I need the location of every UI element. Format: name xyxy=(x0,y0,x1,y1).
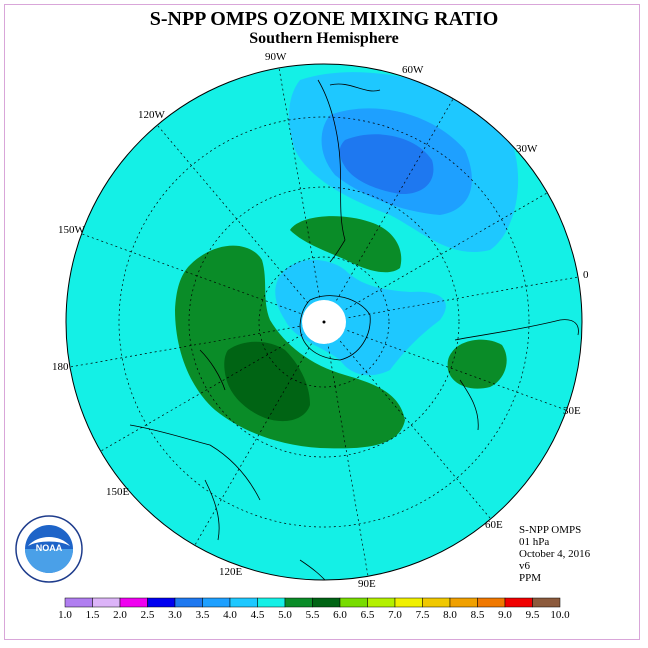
colorbar-tick-label: 7.0 xyxy=(388,609,402,621)
colorbar-swatch xyxy=(229,597,258,608)
lon-label-150w: 150W xyxy=(58,224,86,236)
colorbar-swatch xyxy=(422,597,451,608)
colorbar-tick-label: 7.5 xyxy=(416,609,430,621)
colorbar-swatch xyxy=(477,597,506,608)
contour-5.0-5.5-peninsula xyxy=(290,216,402,273)
lon-label-180: 180 xyxy=(52,361,69,373)
graticule xyxy=(69,67,579,577)
noaa-logo-text: NOAA xyxy=(36,543,63,553)
colorbar-tick-label: 4.0 xyxy=(223,609,237,621)
colorbar-swatch xyxy=(532,597,561,608)
contour-3.0-3.5 xyxy=(339,134,434,195)
colorbar-swatch xyxy=(449,597,478,608)
colorbar-swatch xyxy=(64,597,93,608)
map-subtitle: Southern Hemisphere xyxy=(249,30,399,47)
colorbar-tick-label: 9.0 xyxy=(498,609,512,621)
colorbar-swatch xyxy=(504,597,533,608)
colorbar-swatch xyxy=(147,597,176,608)
lon-label-60e: 60E xyxy=(485,519,503,531)
info-version: v6 xyxy=(519,560,530,572)
colorbar-tick-label: 9.5 xyxy=(526,609,540,621)
colorbar-tick-label: 5.0 xyxy=(278,609,292,621)
lon-label-150e: 150E xyxy=(106,486,130,498)
colorbar-tick-label: 8.5 xyxy=(471,609,485,621)
contour-4.0-4.5-pole xyxy=(275,259,446,376)
colorbar-swatch xyxy=(257,597,286,608)
coastlines xyxy=(129,79,579,580)
info-date: October 4, 2016 xyxy=(519,548,591,560)
lon-label-60w: 60W xyxy=(402,64,424,76)
colorbar-swatch xyxy=(312,597,341,608)
lon-label-120e: 120E xyxy=(219,566,243,578)
colorbar-tick-label: 3.5 xyxy=(196,609,210,621)
colorbar-swatch xyxy=(284,597,313,608)
lon-label-30w: 30W xyxy=(516,143,538,155)
colorbar-tick-label: 4.5 xyxy=(251,609,265,621)
colorbar-tick-label: 1.0 xyxy=(58,609,72,621)
colorbar-swatch xyxy=(174,597,203,608)
info-block: S-NPP OMPS 01 hPa October 4, 2016 v6 PPM xyxy=(519,524,590,584)
colorbar-tick-label: 5.5 xyxy=(306,609,320,621)
info-level: 01 hPa xyxy=(519,536,550,548)
lon-label-90e: 90E xyxy=(358,578,376,590)
south-pole-dot xyxy=(322,320,326,324)
colorbar-swatch xyxy=(202,597,231,608)
colorbar-swatch xyxy=(394,597,423,608)
map-title: S-NPP OMPS OZONE MIXING RATIO xyxy=(149,8,499,30)
colorbar-tick-label: 8.0 xyxy=(443,609,457,621)
colorbar: 1.0 1.5 2.0 2.5 3.0 3.5 4.0 4.5 5.0 5.5 6.0 6.5 7.0 7… xyxy=(58,597,570,621)
colorbar-swatch xyxy=(92,597,121,608)
colorbar-tick-label: 3.0 xyxy=(168,609,182,621)
colorbar-swatch xyxy=(367,597,396,608)
contour-5.5-6.0 xyxy=(224,341,310,422)
colorbar-tick-label: 10.0 xyxy=(550,609,570,621)
colorbar-tick-label: 2.5 xyxy=(141,609,155,621)
lon-label-0: 0 xyxy=(583,269,589,281)
colorbar-swatch xyxy=(119,597,148,608)
colorbar-tick-label: 6.0 xyxy=(333,609,347,621)
info-units: PPM xyxy=(519,572,542,584)
figure-frame xyxy=(4,4,640,640)
colorbar-tick-label: 1.5 xyxy=(86,609,100,621)
colorbar-tick-label: 2.0 xyxy=(113,609,127,621)
lon-label-90w: 90W xyxy=(265,51,287,63)
ozone-field xyxy=(66,64,582,580)
contour-5.0-5.5-east xyxy=(447,339,507,389)
colorbar-swatch xyxy=(339,597,368,608)
info-instrument: S-NPP OMPS xyxy=(519,524,582,536)
lon-label-30e: 30E xyxy=(563,405,581,417)
longitude-labels: 90W 60W 30W 0 30E 60E 90E 120E 150E 180 … xyxy=(52,51,589,590)
map-boundary xyxy=(65,63,583,581)
lon-label-120w: 120W xyxy=(138,109,166,121)
colorbar-tick-label: 6.5 xyxy=(361,609,375,621)
contour-5.0-5.5 xyxy=(175,245,405,449)
